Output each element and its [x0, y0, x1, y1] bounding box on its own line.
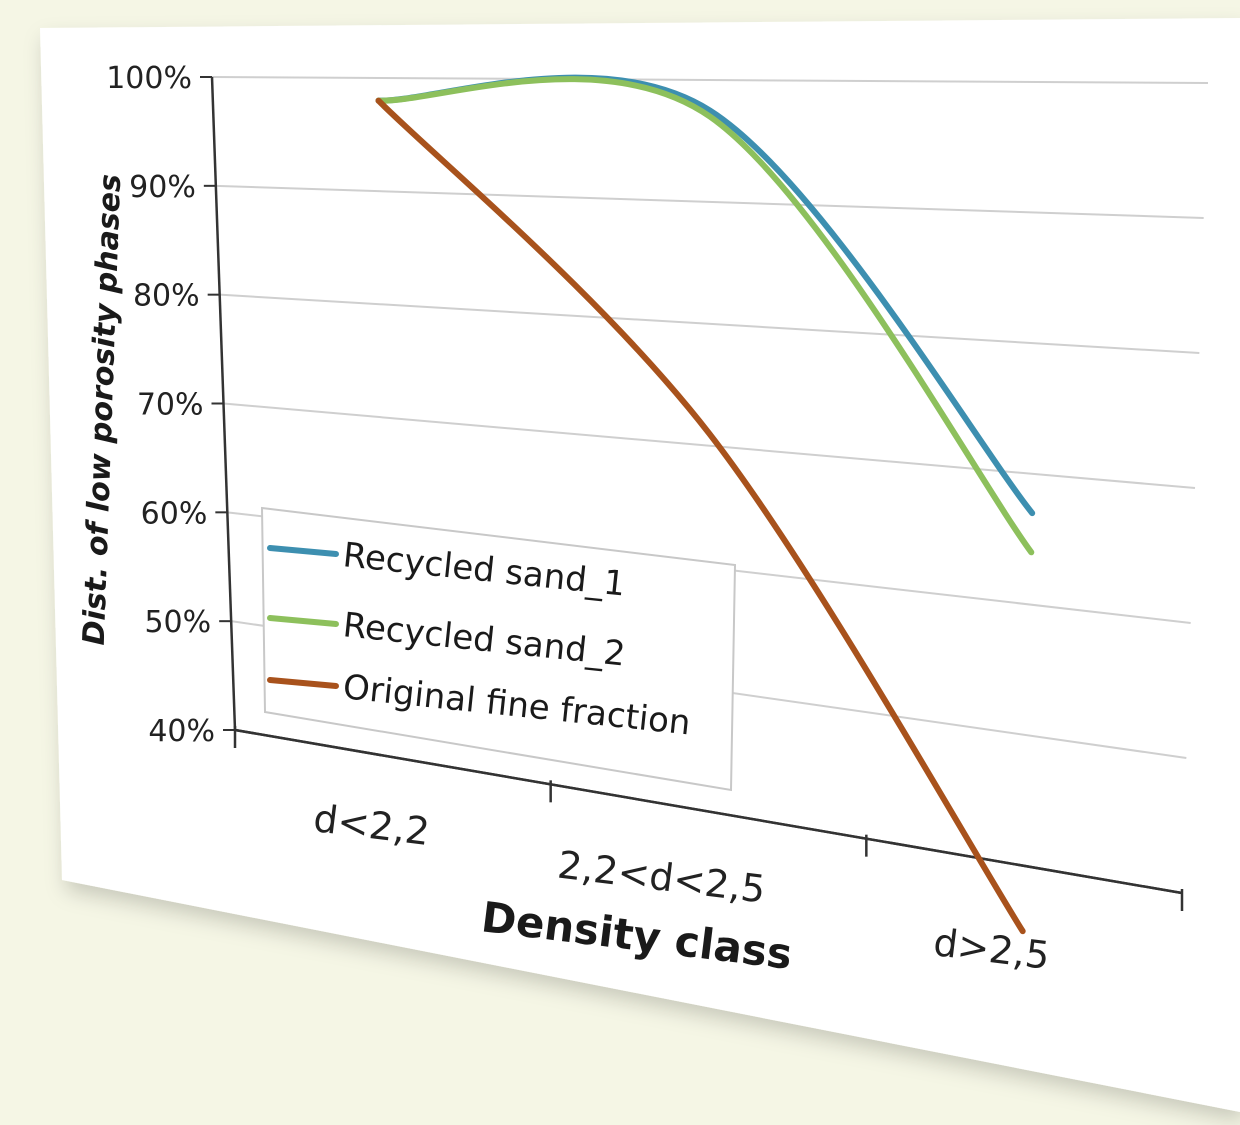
- legend-box: [260, 506, 737, 792]
- series-line-2: [375, 76, 1035, 556]
- x-axis-line: [234, 728, 1183, 895]
- y-tick-label: 40%: [148, 714, 215, 749]
- axes: [200, 76, 1184, 911]
- y-tick-label: 60%: [141, 496, 208, 531]
- y-tick-label: 80%: [133, 279, 200, 314]
- y-tick-label: 90%: [129, 170, 196, 205]
- gridline: [219, 293, 1200, 354]
- gridline: [223, 402, 1196, 489]
- y-tick-labels: 40% 50% 60% 70% 80% 90% 100%: [106, 61, 215, 749]
- y-tick-label: 70%: [137, 388, 204, 423]
- series-lines: [375, 74, 1036, 935]
- gridline: [211, 76, 1209, 84]
- legend-swatch-1: [267, 545, 339, 557]
- legend-swatch-3: [267, 677, 339, 689]
- y-tick-label: 100%: [106, 61, 192, 96]
- y-axis-line: [210, 76, 237, 731]
- gridline: [215, 184, 1204, 219]
- legend-swatch-2: [267, 615, 339, 627]
- series-line-3: [375, 97, 1026, 935]
- y-tick-label: 50%: [144, 605, 211, 640]
